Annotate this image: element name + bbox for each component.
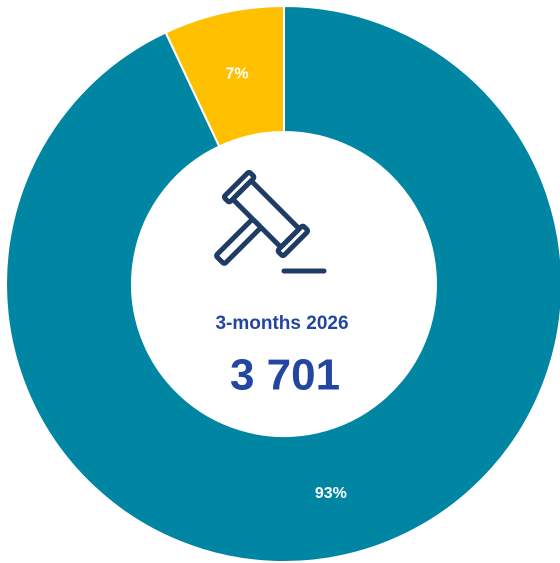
center-label: 3-months 2026 [215,313,348,334]
center-value: 3 701 [230,351,340,400]
slice-label: 93% [315,485,347,502]
slice-label: 7% [226,65,249,82]
slices [5,4,560,563]
slice [164,4,285,148]
gavel-icon [214,169,327,274]
